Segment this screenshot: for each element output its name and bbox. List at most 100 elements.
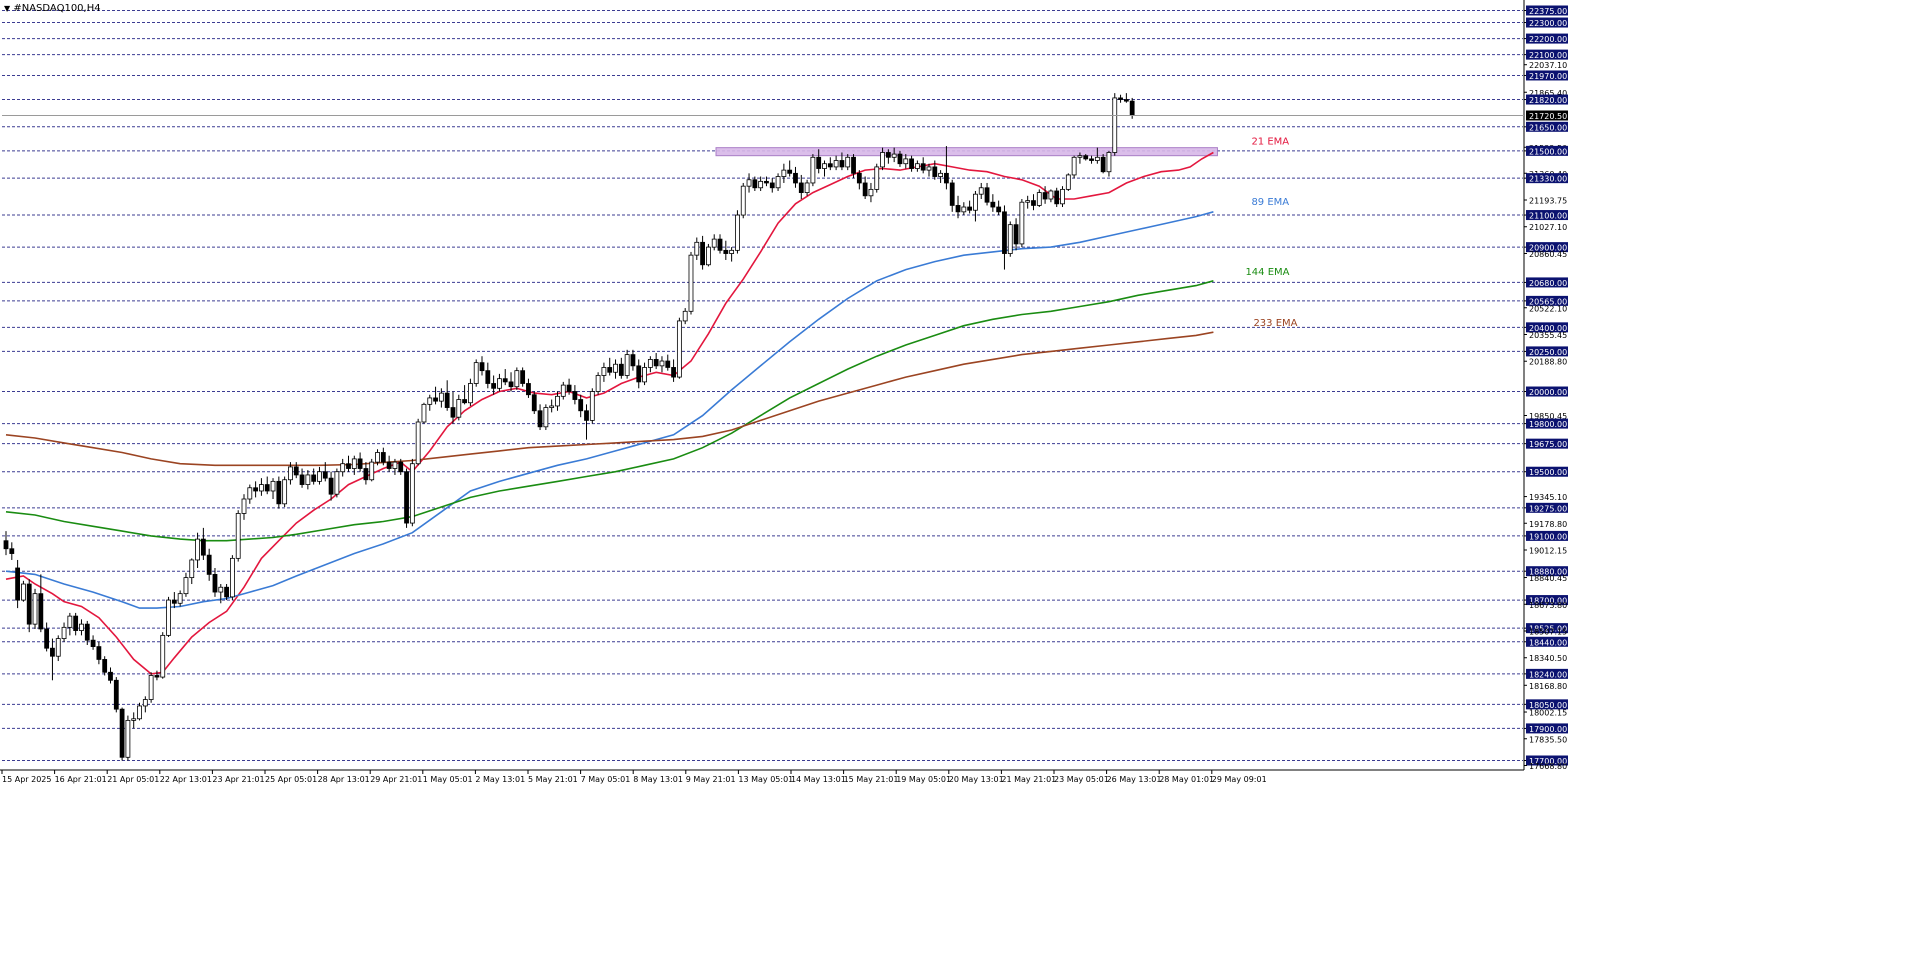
candle [1123,93,1129,103]
candle [299,468,305,488]
price-level-badge [1526,566,1568,577]
candle [822,160,827,177]
candle-body-bear [386,461,392,469]
candle [560,381,566,400]
candle [543,404,549,431]
candle [897,150,903,167]
candle-body-bull [317,471,322,482]
candle-body-bear [520,370,526,384]
candle [380,447,386,466]
candle [914,160,920,172]
candle-body-bull [392,461,398,469]
candle [288,462,293,485]
candle-body-bull [822,163,827,169]
candle [676,317,682,379]
candle [601,362,607,382]
candle-body-bull [334,471,340,495]
candle [276,476,282,509]
candle [944,146,949,190]
candle [293,462,299,479]
candle-body-bear [276,480,282,505]
candle [630,349,636,371]
price-level-label: 20565.00 [1529,297,1567,306]
candle-body-bull [1019,201,1025,245]
candle [15,559,21,609]
candle [96,641,102,665]
candle [1013,218,1019,251]
candle-body-bull [961,206,967,213]
candle [891,147,897,163]
candle [357,452,363,472]
candle-body-bear [955,205,961,213]
candle-body-bear [531,394,537,412]
symbol-title-bar[interactable]: ▼ #NASDAQ100,H4 [4,3,101,14]
candle [1106,150,1112,177]
price-level-badge [1526,145,1568,156]
price-level-badge [1526,438,1568,449]
candle [769,178,775,193]
candle [415,418,421,466]
candle [1100,154,1106,174]
candle-body-bear [671,367,676,378]
candle [334,468,340,498]
candle-body-bull [415,421,421,465]
resistance-zone-layer [715,147,1218,157]
candle [671,359,676,382]
candle-body-bear [108,671,113,681]
candle-body-bear [264,484,270,492]
candle [398,458,404,475]
candle-body-bull [1060,188,1065,205]
candle-body-bull [1106,152,1112,173]
candle-body-bear [479,362,485,372]
candle-body-bull [270,480,276,492]
candle [665,354,671,371]
candle-body-bear [1054,190,1060,205]
price-level-label: 21500.00 [1529,147,1567,156]
candle-body-bear [862,182,868,197]
candle-body-bull [1048,190,1054,200]
candle-body-bear [1031,200,1036,206]
candle-body-bear [502,378,508,383]
time-tick-label: 8 May 13:01 [633,775,683,784]
time-tick-label: 15 May 21:01 [844,775,899,784]
price-level-label: 19100.00 [1529,532,1567,541]
candle [328,471,334,501]
candle [108,667,113,684]
candle-body-bull [868,188,874,197]
candle [1060,186,1065,208]
candle [351,455,357,475]
candle [961,202,967,216]
candle [613,359,618,379]
candle [688,251,694,315]
candle-body-bull [473,362,479,384]
candle [392,458,398,475]
candle-body-bear [1013,224,1019,245]
price-tick-label: 17835.50 [1529,735,1567,744]
candle [55,635,61,662]
candle [44,622,50,652]
candle [566,378,572,395]
candle [317,466,322,485]
candle [752,176,758,191]
candle-body-bull [1094,156,1100,161]
candle [409,458,415,527]
time-tick-label: 1 May 05:01 [423,775,473,784]
candle [990,194,996,212]
candle [259,478,264,496]
price-level-badge [1526,668,1568,679]
candle-body-bull [694,241,700,256]
candle-body-bull [131,718,137,721]
ema-line-233-ema [5,331,1214,467]
dropdown-triangle-icon[interactable]: ▼ [4,4,11,13]
candle [1036,189,1042,208]
candle [1007,221,1013,257]
candle [38,574,44,633]
candle [531,391,537,414]
candle-body-bear [618,363,624,376]
price-level-label: 22375.00 [1529,7,1567,16]
candle-body-bear [665,360,671,368]
candle-body-bull [845,156,851,168]
candle [502,369,508,386]
